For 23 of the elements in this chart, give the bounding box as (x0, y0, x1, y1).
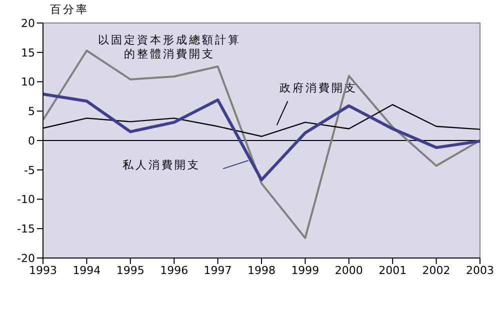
y-axis-title: 百分率 (50, 2, 89, 17)
y-tick-label: -10 (17, 193, 35, 206)
x-tick-label: 1993 (29, 264, 57, 277)
x-tick-label: 2001 (378, 264, 407, 277)
x-tick-label: 1999 (291, 264, 320, 277)
y-tick-label: -20 (17, 252, 35, 265)
x-tick-label: 1998 (248, 264, 276, 277)
y-tick-label: 5 (28, 105, 35, 118)
x-tick-label: 1997 (204, 264, 232, 277)
x-tick-label: 2003 (466, 264, 494, 277)
y-tick-label: 0 (28, 134, 35, 148)
x-tick-label: 2002 (422, 264, 450, 277)
y-tick-label: -15 (17, 222, 35, 236)
y-tick-label: -5 (24, 164, 35, 177)
x-tick-label: 1994 (72, 264, 101, 277)
y-tick-label: 10 (21, 76, 35, 89)
y-tick-label: 15 (21, 46, 35, 60)
x-tick-label: 2000 (334, 264, 363, 277)
legend-label: 私人消費開支 (122, 158, 200, 172)
x-tick-label: 1996 (160, 264, 188, 277)
y-tick-label: 20 (21, 16, 35, 30)
series-label: 以固定資本形成總額計算的整體消費開支 (98, 34, 242, 61)
x-tick-label: 1995 (116, 264, 144, 277)
